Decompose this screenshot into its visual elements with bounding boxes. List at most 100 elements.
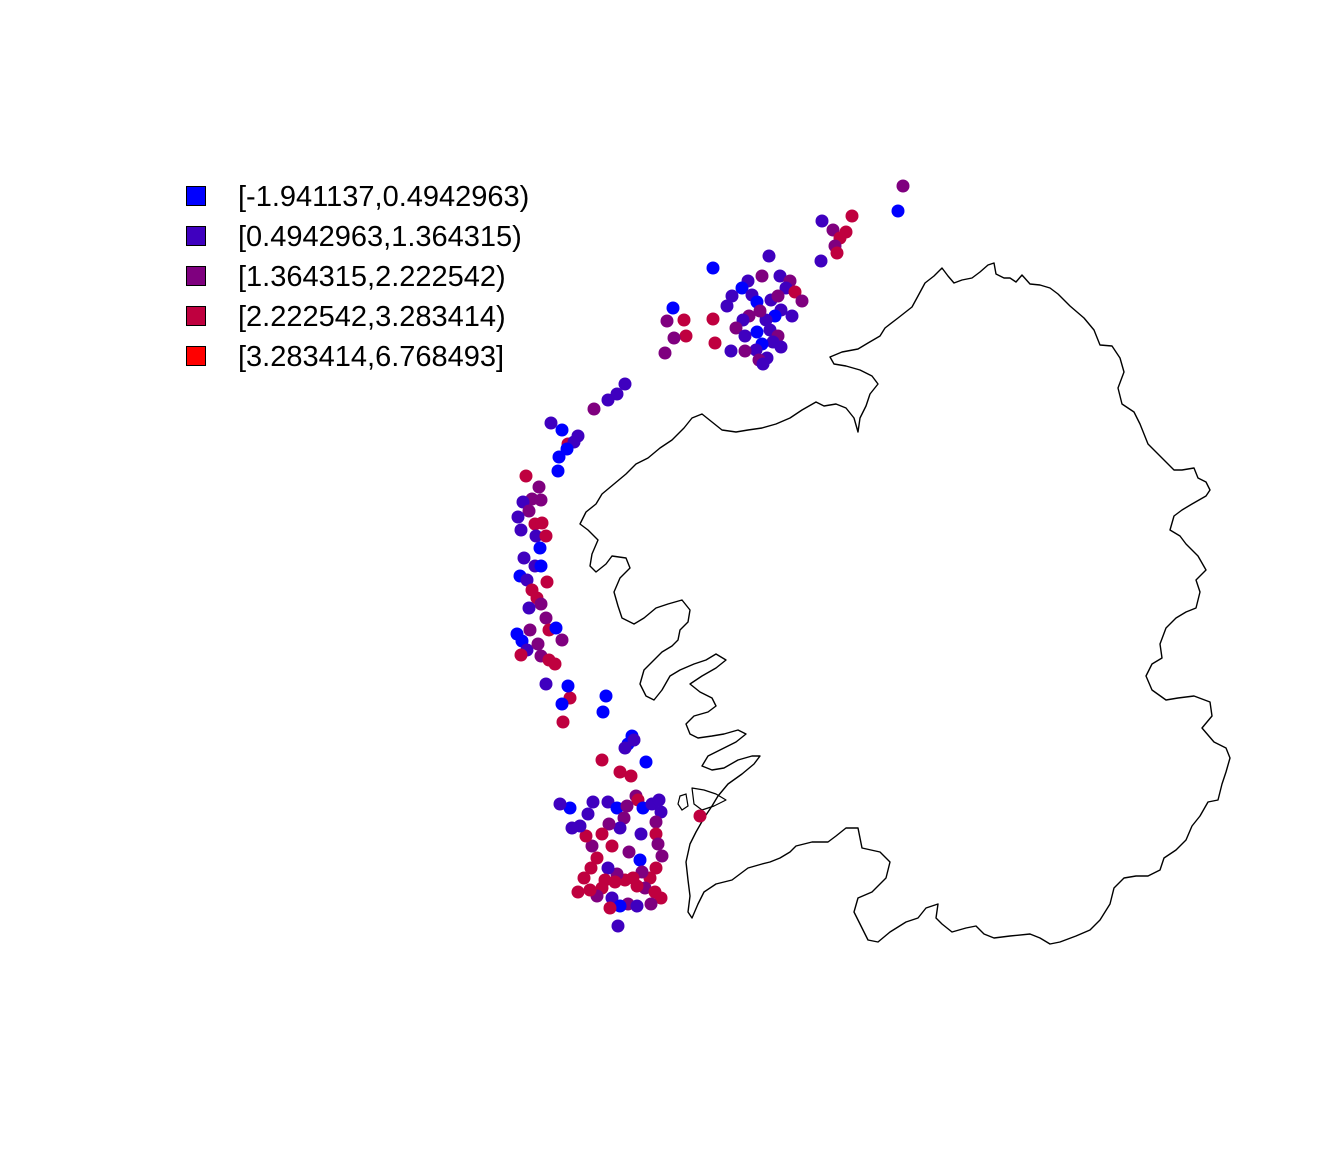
- data-point: [891, 204, 905, 218]
- data-point: [618, 377, 632, 391]
- data-point: [633, 853, 647, 867]
- data-point: [755, 269, 769, 283]
- data-point: [563, 801, 577, 815]
- data-point: [634, 827, 648, 841]
- data-point: [534, 559, 548, 573]
- data-point: [845, 209, 859, 223]
- data-point: [738, 329, 752, 343]
- data-point: [738, 344, 752, 358]
- data-point: [522, 504, 536, 518]
- data-point: [595, 827, 609, 841]
- data-point: [514, 648, 528, 662]
- data-point: [586, 795, 600, 809]
- data-point: [774, 340, 788, 354]
- data-point: [626, 871, 640, 885]
- data-point: [522, 601, 536, 615]
- data-point: [601, 393, 615, 407]
- data-point: [608, 875, 622, 889]
- data-point: [555, 697, 569, 711]
- data-point: [622, 845, 636, 859]
- island-outline: [677, 793, 689, 811]
- data-point: [654, 891, 668, 905]
- data-point: [750, 325, 764, 339]
- data-point: [639, 755, 653, 769]
- data-point: [725, 289, 739, 303]
- data-point: [706, 261, 720, 275]
- coastline-detail: [691, 787, 727, 811]
- legend-item: [0.4942963,1.364315): [186, 220, 586, 260]
- data-point: [830, 246, 844, 260]
- data-point: [587, 402, 601, 416]
- data-point: [693, 809, 707, 823]
- data-point: [660, 314, 674, 328]
- data-point: [679, 329, 693, 343]
- legend-item: [-1.941137,0.4942963): [186, 180, 586, 220]
- data-point: [605, 891, 619, 905]
- data-point: [649, 861, 663, 875]
- data-point: [735, 281, 749, 295]
- data-point: [773, 269, 787, 283]
- data-point: [534, 493, 548, 507]
- legend-swatch: [186, 226, 206, 246]
- data-point: [649, 827, 663, 841]
- data-point: [815, 214, 829, 228]
- data-point: [583, 883, 597, 897]
- data-point: [896, 179, 910, 193]
- legend-swatch: [186, 186, 206, 206]
- data-point: [613, 821, 627, 835]
- data-point: [618, 741, 632, 755]
- data-point: [624, 769, 638, 783]
- data-point: [795, 294, 809, 308]
- data-point: [599, 689, 613, 703]
- data-point: [706, 312, 720, 326]
- data-point: [677, 313, 691, 327]
- data-point: [788, 285, 802, 299]
- data-point: [602, 817, 616, 831]
- data-point: [585, 839, 599, 853]
- data-point: [529, 529, 543, 543]
- data-point: [571, 885, 585, 899]
- points-layer: [510, 179, 910, 933]
- data-point: [658, 346, 672, 360]
- data-point: [556, 715, 570, 729]
- data-point: [590, 851, 604, 865]
- data-point: [577, 871, 591, 885]
- data-point: [539, 529, 553, 543]
- region-outline: [579, 262, 1231, 945]
- data-point: [617, 811, 631, 825]
- data-point: [610, 801, 624, 815]
- data-point: [762, 249, 776, 263]
- data-point: [584, 861, 598, 875]
- data-point: [666, 301, 680, 315]
- data-point: [560, 442, 574, 456]
- legend-swatch: [186, 266, 206, 286]
- data-point: [534, 597, 548, 611]
- data-point: [785, 309, 799, 323]
- data-point: [771, 289, 785, 303]
- data-point: [596, 705, 610, 719]
- data-point: [552, 450, 566, 464]
- data-point: [652, 793, 666, 807]
- data-point: [553, 797, 567, 811]
- data-point: [603, 901, 617, 915]
- data-point: [555, 633, 569, 647]
- data-point: [814, 254, 828, 268]
- data-point: [540, 575, 554, 589]
- data-point: [581, 807, 595, 821]
- legend-item: [1.364315,2.222542): [186, 260, 586, 300]
- data-point: [544, 416, 558, 430]
- data-point: [539, 677, 553, 691]
- data-point: [613, 899, 627, 913]
- data-point: [532, 480, 546, 494]
- data-point: [514, 523, 528, 537]
- data-point: [548, 657, 562, 671]
- data-point: [720, 299, 734, 313]
- data-point: [667, 331, 681, 345]
- legend-label: [0.4942963,1.364315): [238, 221, 522, 253]
- data-point: [565, 821, 579, 835]
- data-point: [535, 516, 549, 530]
- data-point: [531, 637, 545, 651]
- data-point: [627, 733, 641, 747]
- data-point: [551, 464, 565, 478]
- data-point: [517, 551, 531, 565]
